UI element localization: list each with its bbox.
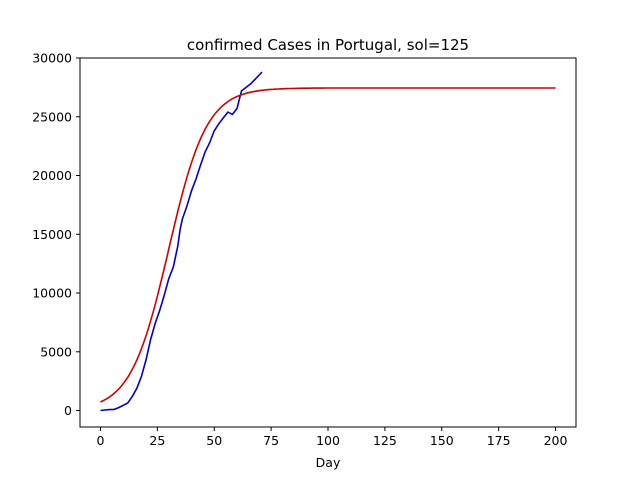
- x-axis-ticks: 0 25 50 75 100 125 150 175 200: [97, 427, 568, 448]
- x-tick-label: 75: [263, 433, 279, 448]
- x-tick-label: 25: [149, 433, 165, 448]
- y-tick-label: 10000: [32, 286, 72, 301]
- y-tick-label: 0: [64, 403, 72, 418]
- y-tick-label: 20000: [32, 168, 72, 183]
- plot-lines: [100, 71, 556, 412]
- series-line-1: [100, 71, 263, 412]
- y-tick-label: 30000: [32, 51, 72, 66]
- x-tick-label: 0: [97, 433, 105, 448]
- y-axis-ticks: 0 5000 10000 15000 20000 25000 30000: [32, 51, 80, 418]
- x-tick-label: 175: [487, 433, 511, 448]
- y-tick-label: 15000: [32, 227, 72, 242]
- y-tick-label: 5000: [40, 344, 72, 359]
- x-tick-label: 125: [373, 433, 397, 448]
- x-tick-label: 200: [544, 433, 568, 448]
- x-axis-label: Day: [316, 455, 341, 470]
- plot-frame: [79, 57, 577, 428]
- x-tick-label: 50: [206, 433, 222, 448]
- x-tick-label: 100: [316, 433, 340, 448]
- x-tick-label: 150: [430, 433, 454, 448]
- series-line-2: [100, 87, 556, 403]
- chart-title: confirmed Cases in Portugal, sol=125: [187, 36, 469, 54]
- y-tick-label: 25000: [32, 109, 72, 124]
